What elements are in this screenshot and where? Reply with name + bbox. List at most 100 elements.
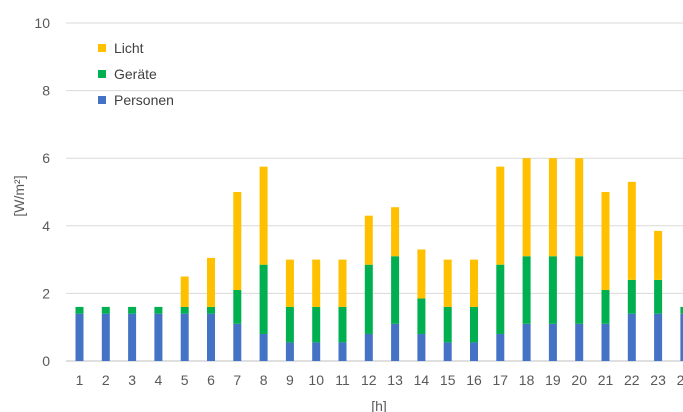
bar-licht-7 — [233, 192, 242, 291]
x-axis-title: [h] — [371, 398, 387, 412]
bar-personen-23 — [654, 313, 663, 361]
x-tick-label: 16 — [466, 372, 482, 388]
bar-licht-13 — [391, 207, 400, 257]
bar-personen-1 — [75, 313, 84, 361]
bar-series — [75, 158, 683, 361]
bar-geräte-10 — [312, 306, 321, 343]
bar-personen-5 — [180, 313, 189, 361]
bar-geräte-16 — [470, 306, 478, 343]
bar-geräte-14 — [417, 298, 426, 334]
bar-licht-5 — [180, 276, 189, 307]
bar-personen-17 — [496, 333, 505, 361]
bar-geräte-3 — [128, 306, 137, 314]
bar-personen-2 — [101, 313, 110, 361]
x-tick-label: 12 — [361, 372, 377, 388]
x-tick-label: 15 — [440, 372, 456, 388]
x-tick-label: 9 — [286, 372, 294, 388]
bar-licht-10 — [312, 259, 321, 307]
legend-label-geräte: Geräte — [114, 66, 157, 82]
bar-personen-3 — [128, 313, 137, 361]
x-tick-label: 10 — [308, 372, 324, 388]
x-tick-label: 5 — [181, 372, 189, 388]
bar-personen-21 — [601, 323, 610, 361]
bar-geräte-5 — [180, 306, 189, 314]
y-tick-label: 8 — [42, 83, 50, 99]
legend: Licht Geräte Personen — [98, 40, 174, 108]
bar-licht-23 — [654, 230, 663, 280]
bar-personen-15 — [443, 342, 452, 361]
bar-geräte-2 — [101, 306, 110, 314]
bar-licht-16 — [470, 259, 478, 307]
bar-geräte-23 — [654, 279, 663, 314]
bar-licht-12 — [364, 215, 373, 265]
bar-geräte-22 — [627, 279, 636, 314]
bar-personen-12 — [364, 333, 373, 361]
bar-personen-24 — [680, 313, 683, 361]
bar-licht-15 — [443, 259, 452, 307]
y-axis-title: [W/m²] — [11, 175, 27, 216]
x-axis-ticks: 123456789101112131415161718192021222324 — [76, 372, 683, 388]
bar-licht-11 — [338, 259, 347, 307]
legend-label-licht: Licht — [114, 40, 144, 56]
bar-licht-9 — [285, 259, 294, 307]
y-tick-label: 10 — [34, 15, 50, 31]
bar-personen-11 — [338, 342, 347, 361]
bar-geräte-20 — [575, 256, 584, 324]
bar-licht-20 — [575, 158, 584, 257]
bar-personen-10 — [312, 342, 321, 361]
bar-licht-19 — [548, 158, 557, 257]
legend-swatch-geräte — [98, 70, 106, 78]
bar-geräte-12 — [364, 264, 373, 334]
bar-geräte-7 — [233, 290, 242, 324]
bar-geräte-6 — [207, 306, 215, 314]
x-tick-label: 20 — [571, 372, 587, 388]
x-tick-label: 18 — [519, 372, 535, 388]
bar-geräte-21 — [601, 290, 610, 324]
bar-personen-14 — [417, 333, 426, 361]
bar-geräte-17 — [496, 264, 505, 334]
bar-personen-20 — [575, 323, 584, 361]
bar-personen-9 — [285, 342, 294, 361]
bar-personen-16 — [470, 342, 478, 361]
x-tick-label: 11 — [335, 372, 350, 388]
bar-personen-8 — [259, 333, 268, 361]
bar-licht-14 — [417, 249, 426, 299]
y-tick-label: 2 — [42, 285, 50, 301]
x-tick-label: 23 — [650, 372, 666, 388]
bar-geräte-18 — [522, 256, 531, 324]
bar-geräte-9 — [285, 306, 294, 343]
legend-swatch-licht — [98, 44, 106, 52]
x-tick-label: 3 — [128, 372, 136, 388]
bar-personen-18 — [522, 323, 531, 361]
legend-swatch-personen — [98, 96, 106, 104]
bar-geräte-11 — [338, 306, 347, 343]
y-tick-label: 6 — [42, 150, 50, 166]
bar-geräte-19 — [548, 256, 557, 324]
bar-geräte-8 — [259, 264, 268, 334]
x-tick-label: 22 — [624, 372, 640, 388]
bar-geräte-4 — [154, 306, 163, 314]
x-tick-label: 24 — [677, 372, 683, 388]
bar-licht-6 — [207, 257, 215, 307]
bar-licht-8 — [259, 166, 268, 265]
bar-geräte-24 — [680, 306, 683, 314]
bar-licht-18 — [522, 158, 531, 257]
x-tick-label: 19 — [545, 372, 561, 388]
x-tick-label: 4 — [155, 372, 163, 388]
x-tick-label: 17 — [493, 372, 509, 388]
bar-geräte-1 — [75, 306, 84, 314]
bar-geräte-15 — [443, 306, 452, 343]
bar-personen-19 — [548, 323, 557, 361]
y-tick-label: 0 — [42, 353, 50, 369]
y-axis-ticks: 0 2 4 6 8 10 — [34, 15, 50, 369]
x-tick-label: 2 — [102, 372, 110, 388]
x-tick-label: 8 — [260, 372, 268, 388]
bar-personen-6 — [207, 313, 215, 361]
bar-licht-21 — [601, 192, 610, 291]
bar-personen-7 — [233, 323, 242, 361]
legend-label-personen: Personen — [114, 92, 174, 108]
bar-licht-17 — [496, 166, 505, 265]
bar-personen-4 — [154, 313, 163, 361]
x-tick-label: 1 — [76, 372, 84, 388]
